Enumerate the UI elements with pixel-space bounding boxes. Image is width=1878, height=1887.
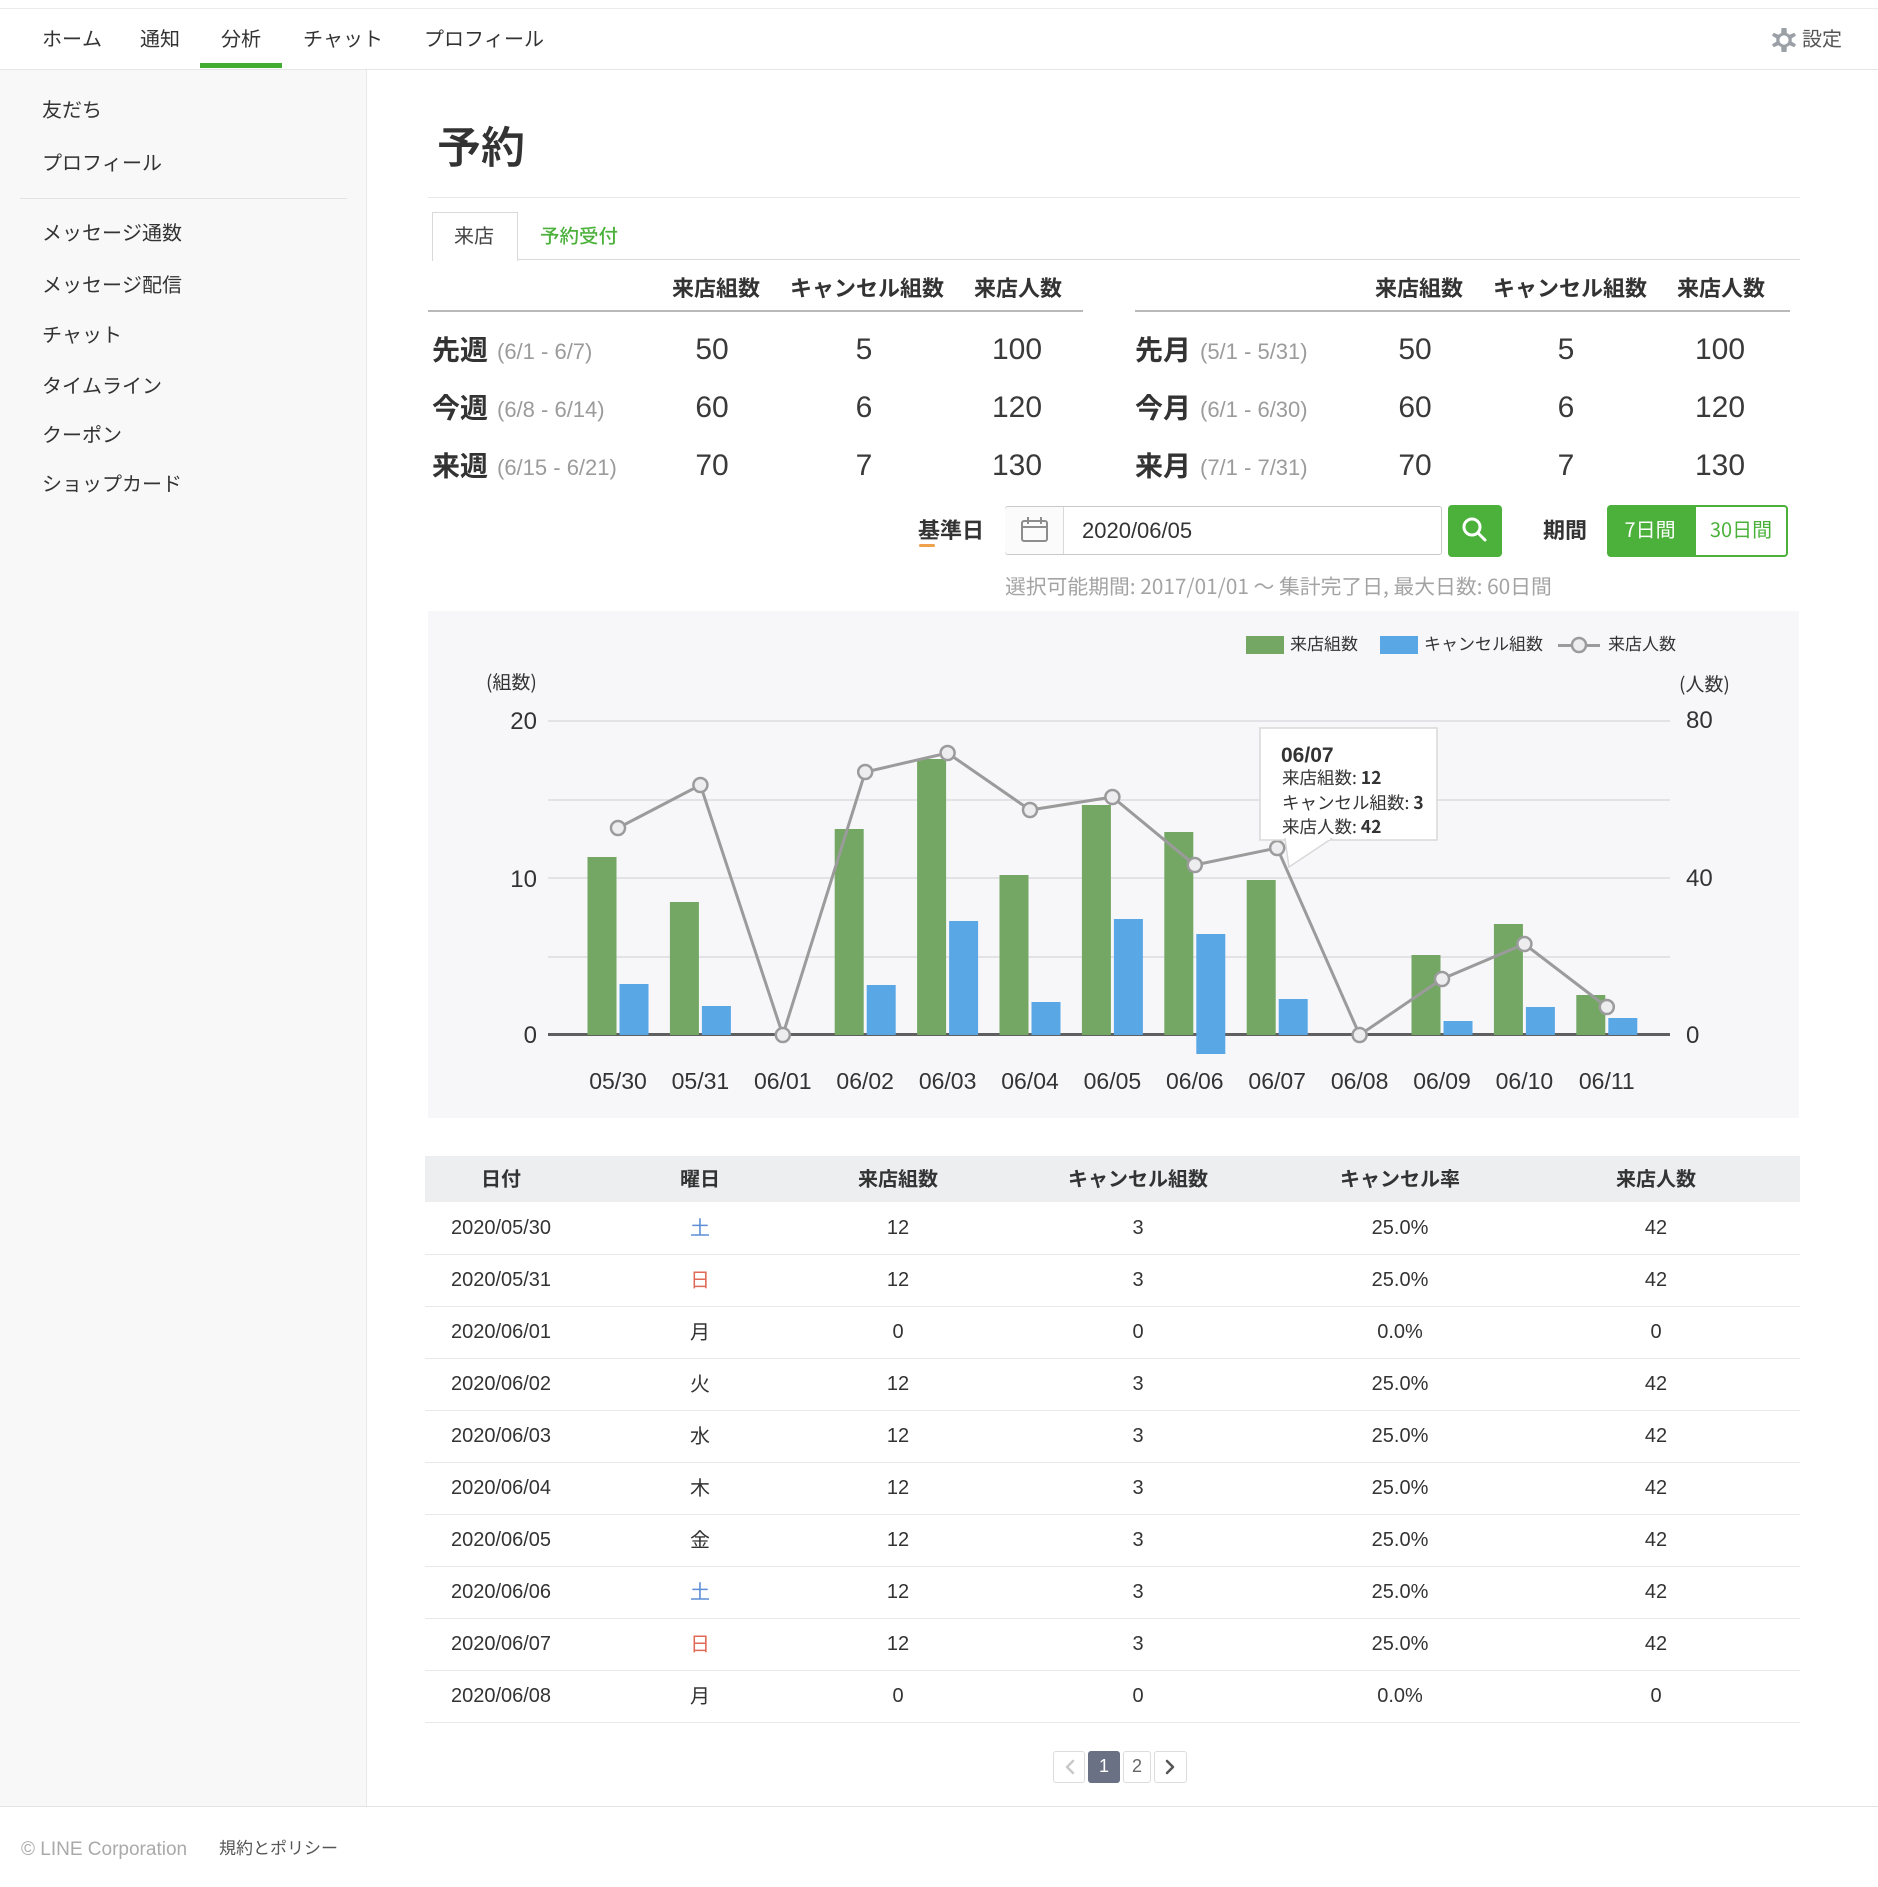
svg-text:06/01: 06/01: [754, 1068, 812, 1094]
svg-text:0: 0: [524, 1022, 537, 1049]
svg-text:06/02: 06/02: [836, 1068, 894, 1094]
svg-text:06/11: 06/11: [1579, 1068, 1635, 1094]
svg-text:06/10: 06/10: [1496, 1068, 1554, 1094]
svg-text:0: 0: [1686, 1022, 1699, 1049]
svg-text:06/08: 06/08: [1331, 1068, 1389, 1094]
svg-text:06/09: 06/09: [1413, 1068, 1471, 1094]
svg-text:06/04: 06/04: [1001, 1068, 1059, 1094]
svg-text:06/03: 06/03: [919, 1068, 977, 1094]
svg-text:80: 80: [1686, 707, 1713, 734]
svg-text:40: 40: [1686, 865, 1713, 892]
svg-text:10: 10: [510, 866, 537, 893]
svg-text:05/30: 05/30: [589, 1068, 647, 1094]
svg-text:20: 20: [510, 708, 537, 735]
svg-text:06/07: 06/07: [1281, 744, 1334, 767]
svg-text:06/07: 06/07: [1248, 1068, 1306, 1094]
svg-text:05/31: 05/31: [672, 1068, 730, 1094]
svg-text:06/06: 06/06: [1166, 1068, 1224, 1094]
svg-text:06/05: 06/05: [1084, 1068, 1142, 1094]
